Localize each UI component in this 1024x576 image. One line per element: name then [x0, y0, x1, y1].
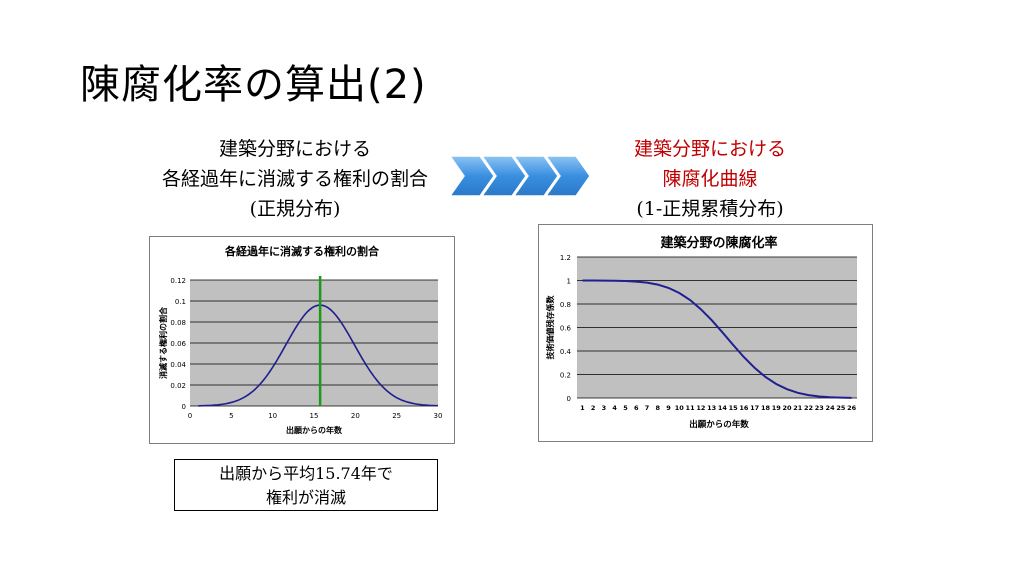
chart1-x-tick-label: 5 [229, 412, 233, 420]
chart2-x-tick-label: 22 [804, 404, 813, 412]
chart1-x-tick-label: 15 [310, 412, 319, 420]
chart2-x-tick-label: 16 [739, 404, 749, 412]
chart1-x-tick-label: 10 [268, 412, 277, 420]
chart1-x-axis-label: 出願からの年数 [286, 425, 343, 435]
chart2-x-tick-label: 13 [707, 404, 716, 412]
chart2-x-tick-label: 4 [612, 404, 617, 412]
chart1-x-tick-label: 25 [392, 412, 401, 420]
note-line1: 出願から平均15.74年で [219, 464, 393, 483]
chevron-arrow-1 [448, 155, 495, 197]
chart2-title: 建築分野の陳腐化率 [660, 235, 777, 251]
chart2-y-tick-label: 0.6 [560, 325, 572, 333]
chart2-y-tick-label: 0.2 [560, 372, 571, 380]
chart1-x-tick-label: 30 [434, 412, 443, 420]
chart1-x-tick-label: 20 [351, 412, 360, 420]
left-caption-line3: (正規分布) [249, 198, 341, 220]
chart2-x-tick-label: 18 [761, 404, 771, 412]
chart1-y-tick-label: 0.12 [170, 277, 186, 285]
chart2-x-axis-label: 出願からの年数 [689, 419, 749, 430]
chevron-arrow-3 [512, 155, 559, 197]
chart2-y-tick-label: 0.4 [560, 348, 572, 356]
chart1-x-tick-label: 0 [188, 412, 192, 420]
right-caption-line2: 陳腐化曲線 [662, 168, 758, 190]
chart2-x-tick-label: 8 [656, 404, 661, 412]
chart1-series-line [198, 304, 438, 407]
chart1-y-tick-label: 0.06 [170, 340, 186, 348]
left-chart-frame: 各経過年に消滅する権利の割合 0 0.02 0.04 0.06 0.08 0.1 0.12 0 5… [149, 236, 455, 444]
left-caption-line2: 各経過年に消滅する権利の割合 [161, 168, 428, 190]
chevron-arrows-icon [448, 155, 590, 197]
chart2-x-tick-label: 20 [782, 404, 792, 412]
chart1-title: 各経過年に消滅する権利の割合 [224, 244, 380, 258]
chart1-y-tick-label: 0.02 [170, 382, 186, 390]
chart2-x-tick-label: 7 [645, 404, 650, 412]
right-caption: 建築分野における 陳腐化曲線 (1-正規累積分布) [590, 134, 830, 224]
chart2-x-tick-label: 12 [696, 404, 705, 412]
chart2-y-tick-label: 0 [567, 395, 571, 403]
chart2-x-tick-label: 9 [666, 404, 671, 412]
chart2-x-tick-label: 5 [623, 404, 628, 412]
chart2-x-tick-label: 21 [793, 404, 803, 412]
chart2-x-tick-label: 1 [580, 404, 585, 412]
slide-title: 陳腐化率の算出(2) [80, 62, 427, 108]
left-caption-line1: 建築分野における [218, 138, 371, 160]
chart2-y-axis-label: 技術価値残存係数 [545, 295, 555, 360]
chart2-series-line [582, 279, 852, 399]
chart2-x-tick-label: 25 [836, 404, 846, 412]
chevron-arrow-2 [480, 155, 527, 197]
note-line2: 権利が消滅 [265, 488, 346, 507]
chart2-x-tick-label: 6 [634, 404, 639, 412]
chart2-x-tick-label: 10 [675, 404, 685, 412]
chart1-y-tick-label: 0.04 [170, 361, 186, 369]
right-caption-line3: (1-正規累積分布) [636, 198, 784, 220]
chart2-x-tick-label: 3 [602, 404, 607, 412]
chart1-y-tick-label: 0.1 [175, 298, 186, 306]
chart2-x-tick-label: 15 [729, 404, 739, 412]
chart1-y-tick-label: 0.08 [170, 319, 186, 327]
chart2-x-tick-label: 17 [750, 404, 759, 412]
chart2-x-tick-label: 24 [826, 404, 836, 412]
right-caption-line1: 建築分野における [633, 138, 786, 160]
chart2-x-tick-label: 26 [847, 404, 857, 412]
chart1-y-tick-label: 0 [182, 403, 186, 411]
chart2-x-tick-label: 2 [591, 404, 596, 412]
chart1-y-axis-label: 消滅する権利の割合 [158, 306, 168, 379]
right-chart-frame: 建築分野の陳腐化率 0 0.2 0.4 0.6 0.8 1 1.2 1 2 3 4 5 6 7 8 9 10 11 1… [538, 224, 873, 442]
chart2-y-tick-label: 0.8 [560, 301, 571, 309]
chart2-y-tick-label: 1 [567, 278, 571, 286]
distribution-chart: 各経過年に消滅する権利の割合 0 0.02 0.04 0.06 0.08 0.1 0.12 0 5… [158, 244, 443, 435]
chart2-x-tick-label: 19 [772, 404, 782, 412]
note-box: 出願から平均15.74年で 権利が消滅 [174, 459, 438, 511]
chart2-x-tick-label: 14 [718, 404, 728, 412]
chevron-arrow-4 [544, 155, 590, 197]
left-caption: 建築分野における 各経過年に消滅する権利の割合 (正規分布) [140, 134, 450, 224]
chart2-y-tick-label: 1.2 [560, 254, 571, 262]
chart2-x-tick-label: 11 [686, 404, 696, 412]
chart2-x-tick-label: 23 [815, 404, 824, 412]
